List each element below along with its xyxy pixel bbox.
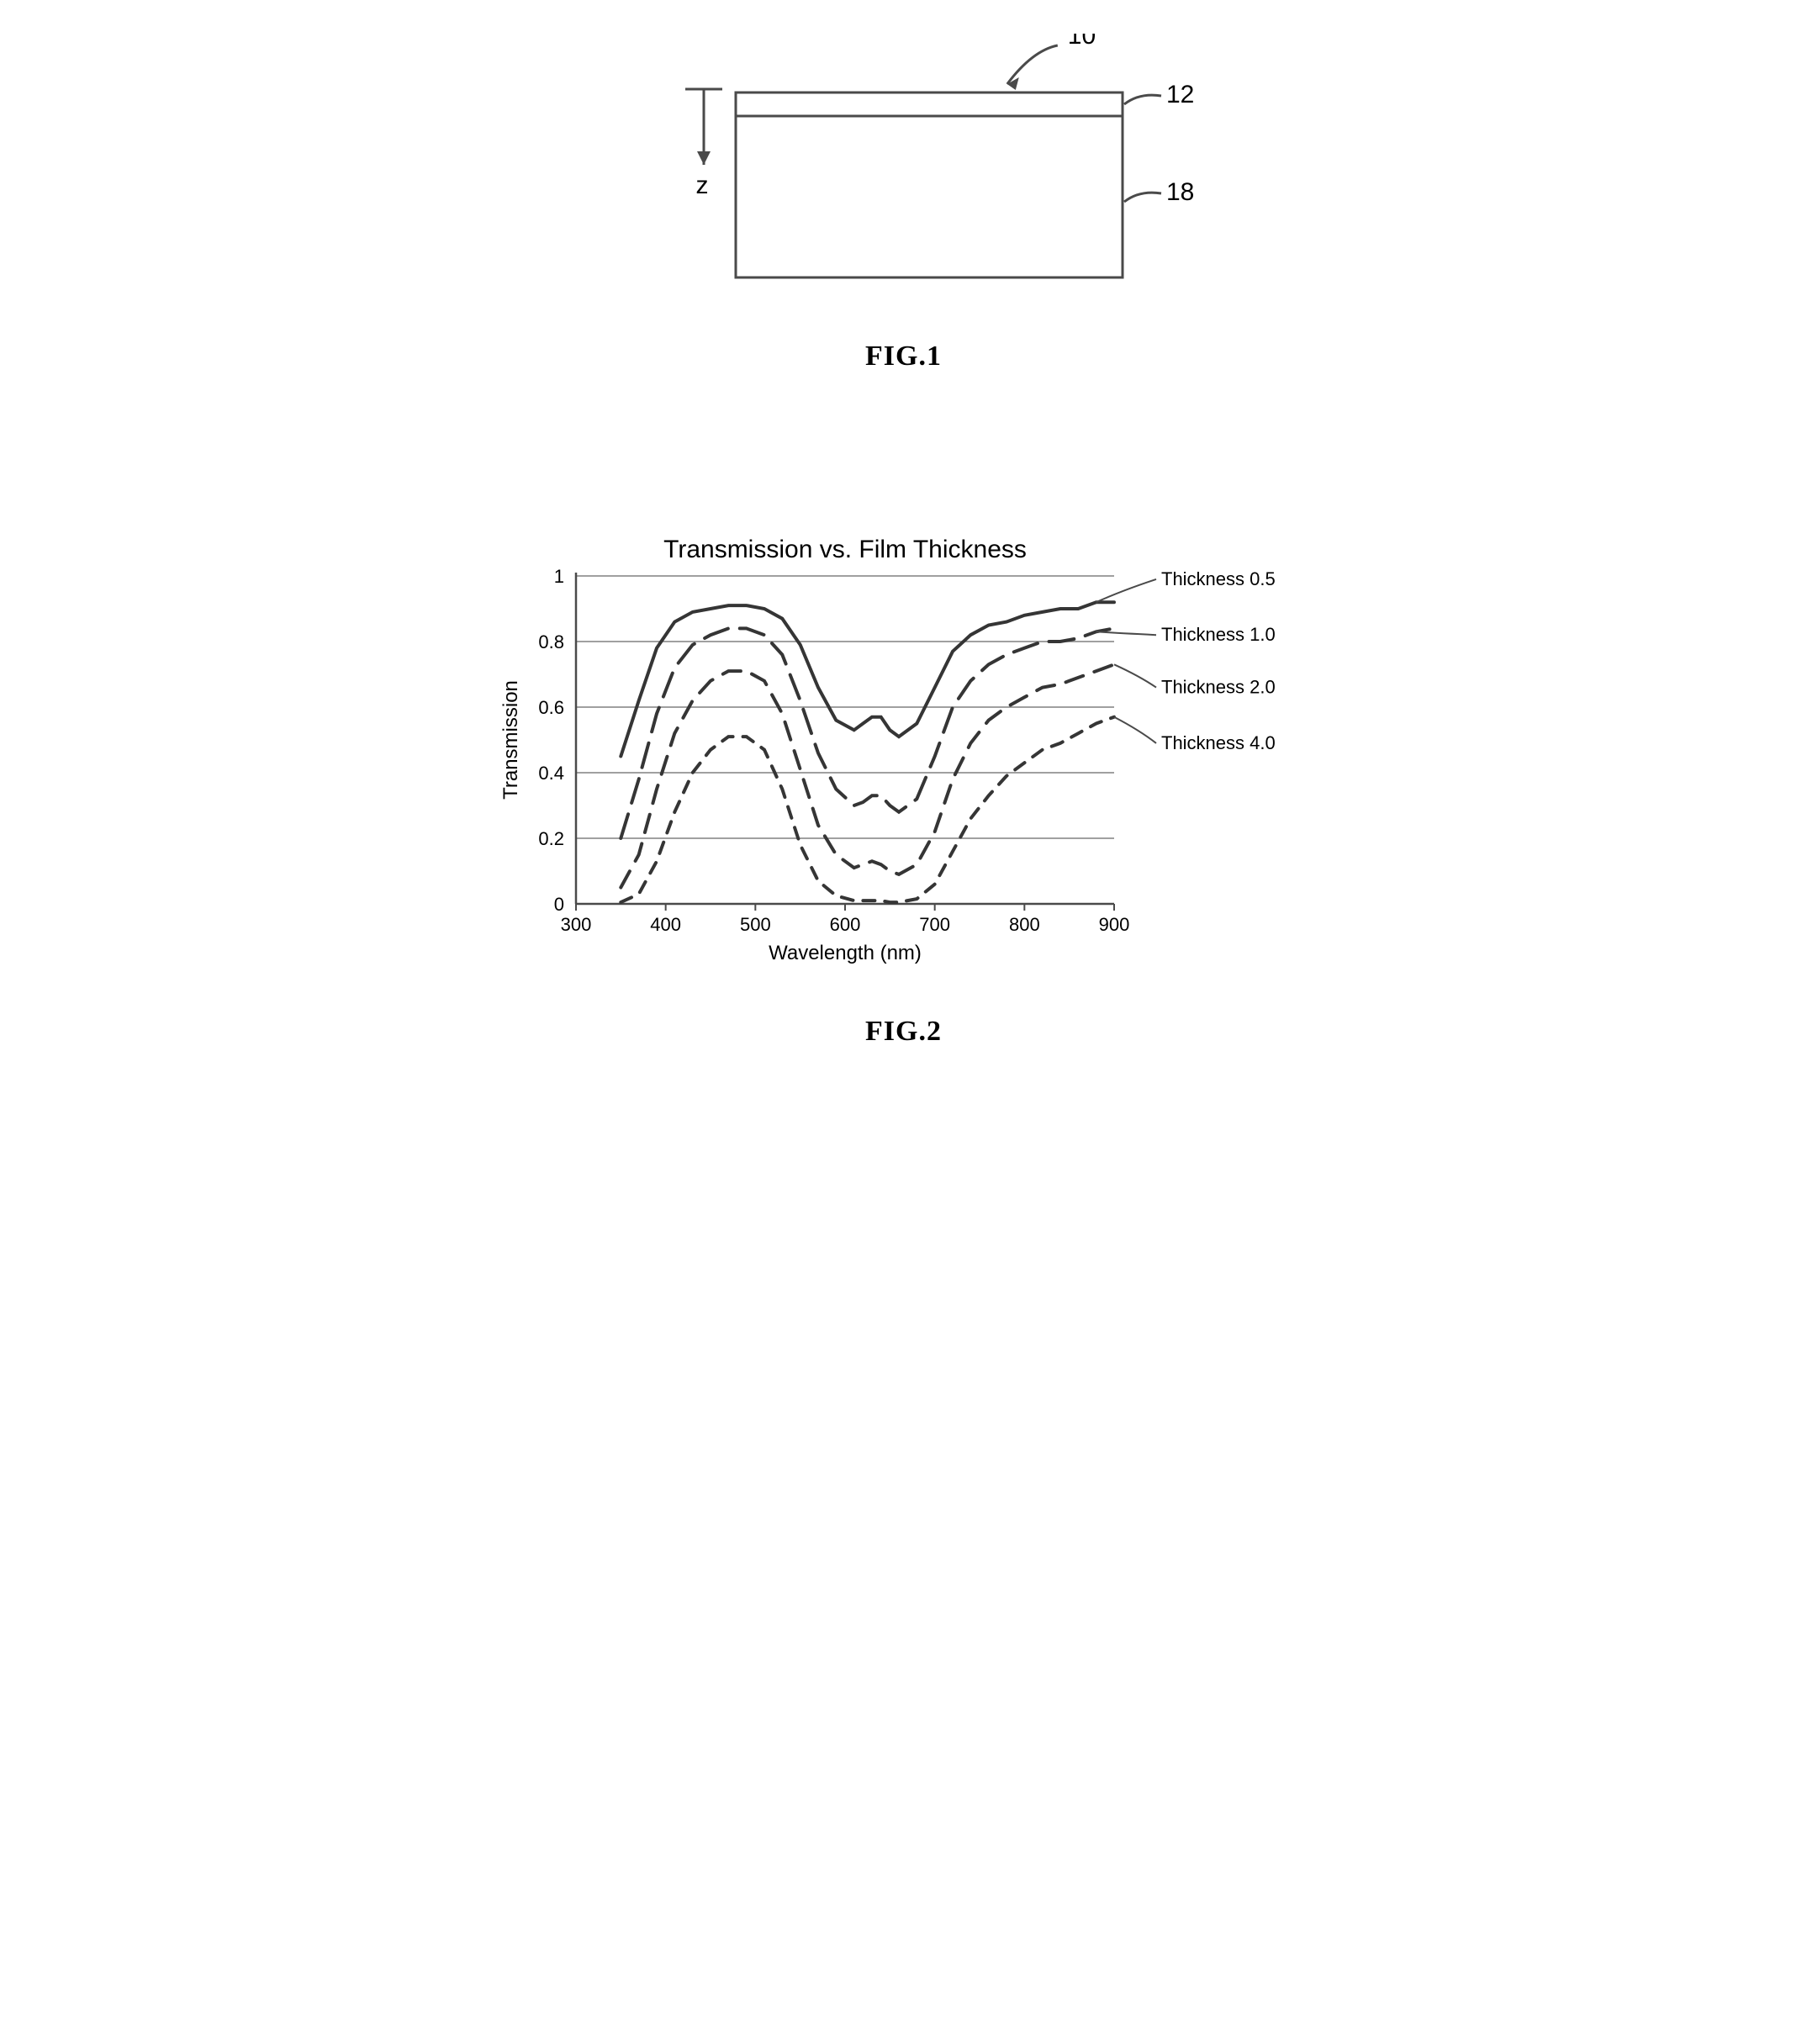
x-tick-label: 900 <box>1098 914 1129 935</box>
x-tick-label: 800 <box>1008 914 1039 935</box>
y-tick-label: 1 <box>553 566 563 587</box>
legend-leader <box>1114 664 1156 687</box>
leader-18 <box>1124 193 1161 202</box>
x-tick-label: 300 <box>560 914 591 935</box>
x-axis-label: Wavelength (nm) <box>769 942 922 964</box>
z-axis-label: z <box>695 172 708 199</box>
series-line <box>621 664 1114 887</box>
y-tick-label: 0.4 <box>538 763 564 784</box>
figure-1: z 10 12 18 FIG.1 <box>483 34 1324 372</box>
fig2-chart: Transmission vs. Film Thickness 0 0.2 0.4 0.… <box>483 524 1324 995</box>
x-tick-label: 700 <box>919 914 950 935</box>
series-line <box>621 602 1114 756</box>
legend-label: Thickness 0.5 <box>1161 568 1276 589</box>
leader-12 <box>1124 95 1161 104</box>
legend-leader <box>1096 631 1155 635</box>
fig1-caption: FIG.1 <box>483 341 1324 372</box>
chart-title: Transmission vs. Film Thickness <box>663 536 1027 563</box>
y-axis-label: Transmission <box>499 680 522 800</box>
y-tick-label: 0.6 <box>538 697 564 718</box>
y-tick-label: 0.2 <box>538 828 564 849</box>
leader-10 <box>1007 45 1057 84</box>
fig1-diagram: z 10 12 18 <box>610 34 1198 320</box>
series-line <box>621 717 1114 902</box>
series-line <box>621 628 1114 838</box>
x-tick-label: 500 <box>739 914 770 935</box>
layer-body <box>736 92 1123 277</box>
x-tick-label: 600 <box>829 914 860 935</box>
y-tick-label: 0.8 <box>538 631 564 652</box>
label-12: 12 <box>1166 81 1194 108</box>
figure-2: Transmission vs. Film Thickness 0 0.2 0.4 0.… <box>483 524 1324 1048</box>
label-10: 10 <box>1067 34 1095 50</box>
legend-label: Thickness 4.0 <box>1161 732 1276 753</box>
legend-leader <box>1114 717 1156 743</box>
fig2-caption: FIG.2 <box>483 1016 1324 1048</box>
legend-label: Thickness 2.0 <box>1161 677 1276 698</box>
x-tick-label: 400 <box>650 914 681 935</box>
y-tick-label: 0 <box>553 894 563 915</box>
legend-leader <box>1096 579 1155 602</box>
label-18: 18 <box>1166 178 1194 206</box>
legend-label: Thickness 1.0 <box>1161 624 1276 645</box>
